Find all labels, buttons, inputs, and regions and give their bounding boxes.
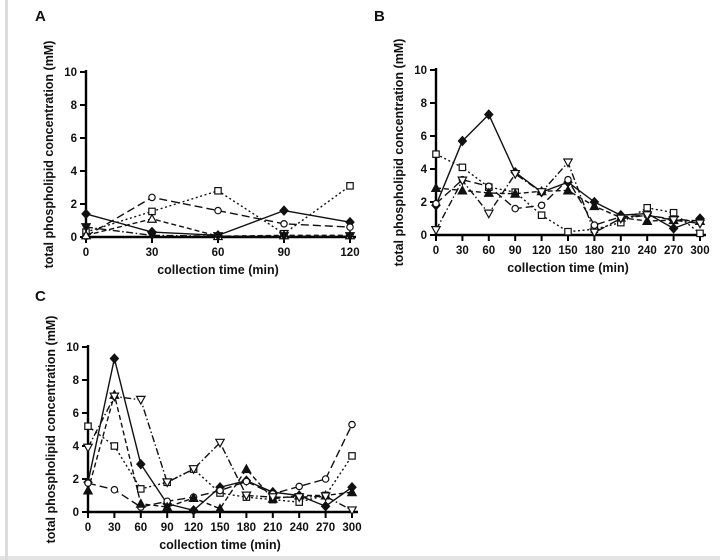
svg-text:150: 150 bbox=[558, 245, 577, 257]
svg-text:120: 120 bbox=[340, 247, 359, 259]
svg-text:120: 120 bbox=[184, 522, 203, 534]
panel-b-label: B bbox=[374, 8, 385, 25]
svg-text:8: 8 bbox=[421, 98, 428, 110]
svg-text:collection time (min): collection time (min) bbox=[159, 538, 281, 552]
panel-c: C 0 2 4 6 8 10 0 30 60 90 120 150 180 210 240 270 300 col… bbox=[30, 282, 370, 558]
svg-text:180: 180 bbox=[585, 245, 604, 257]
svg-text:collection time (min): collection time (min) bbox=[507, 261, 629, 275]
svg-text:90: 90 bbox=[509, 245, 522, 257]
svg-text:0: 0 bbox=[421, 230, 427, 242]
svg-text:total phospholipid concentrati: total phospholipid concentration (mM) bbox=[42, 41, 56, 269]
svg-text:10: 10 bbox=[66, 342, 79, 354]
panel-a-chart: 0 2 4 6 8 10 0 30 60 90 120 collection time (min) to… bbox=[42, 41, 360, 277]
svg-text:2: 2 bbox=[73, 474, 79, 486]
svg-text:total phospholipid concentrati: total phospholipid concentration (mM) bbox=[392, 39, 406, 267]
svg-text:240: 240 bbox=[290, 522, 309, 534]
svg-text:0: 0 bbox=[71, 232, 77, 244]
svg-text:90: 90 bbox=[278, 247, 291, 259]
scan-artifact-bottom-edge bbox=[0, 556, 720, 560]
svg-text:270: 270 bbox=[664, 245, 683, 257]
svg-text:10: 10 bbox=[64, 67, 77, 79]
svg-text:2: 2 bbox=[421, 197, 427, 209]
svg-text:30: 30 bbox=[108, 522, 121, 534]
svg-text:8: 8 bbox=[73, 375, 80, 387]
svg-text:10: 10 bbox=[414, 65, 427, 77]
svg-text:30: 30 bbox=[456, 245, 469, 257]
svg-text:2: 2 bbox=[71, 199, 77, 211]
svg-text:210: 210 bbox=[263, 522, 282, 534]
svg-text:240: 240 bbox=[638, 245, 657, 257]
panel-c-chart: 0 2 4 6 8 10 0 30 60 90 120 150 180 210 240 270 300 colle… bbox=[44, 316, 362, 552]
svg-text:8: 8 bbox=[71, 100, 78, 112]
panel-b-chart: 0 2 4 6 8 10 0 30 60 90 120 150 180 210 240 270 300 colle… bbox=[392, 39, 710, 275]
panel-a-label: A bbox=[35, 8, 46, 25]
svg-text:120: 120 bbox=[532, 245, 551, 257]
svg-text:4: 4 bbox=[71, 166, 78, 178]
svg-text:0: 0 bbox=[433, 245, 439, 257]
svg-text:collection time (min): collection time (min) bbox=[157, 263, 279, 277]
svg-text:300: 300 bbox=[690, 245, 709, 257]
svg-text:4: 4 bbox=[421, 164, 428, 176]
svg-text:6: 6 bbox=[421, 131, 427, 143]
svg-text:60: 60 bbox=[212, 247, 225, 259]
svg-text:60: 60 bbox=[134, 522, 147, 534]
svg-text:180: 180 bbox=[237, 522, 256, 534]
svg-text:0: 0 bbox=[83, 247, 89, 259]
svg-text:60: 60 bbox=[482, 245, 495, 257]
svg-text:total phospholipid concentrati: total phospholipid concentration (mM) bbox=[44, 316, 58, 544]
svg-text:4: 4 bbox=[73, 441, 80, 453]
svg-text:270: 270 bbox=[316, 522, 335, 534]
svg-text:6: 6 bbox=[71, 133, 77, 145]
svg-text:6: 6 bbox=[73, 408, 79, 420]
svg-text:210: 210 bbox=[611, 245, 630, 257]
svg-text:300: 300 bbox=[342, 522, 361, 534]
svg-text:0: 0 bbox=[85, 522, 91, 534]
svg-text:150: 150 bbox=[210, 522, 229, 534]
panel-a: A 0 2 4 6 8 10 0 30 60 90 120 collection time (min)… bbox=[30, 0, 370, 280]
panel-b: B 0 2 4 6 8 10 0 30 60 90 120 150 180 210 240 270 300 col… bbox=[370, 0, 718, 280]
panel-c-label: C bbox=[35, 288, 46, 305]
svg-text:90: 90 bbox=[161, 522, 174, 534]
svg-text:30: 30 bbox=[146, 247, 159, 259]
scan-artifact-left-edge bbox=[5, 0, 8, 560]
svg-text:0: 0 bbox=[73, 507, 79, 519]
